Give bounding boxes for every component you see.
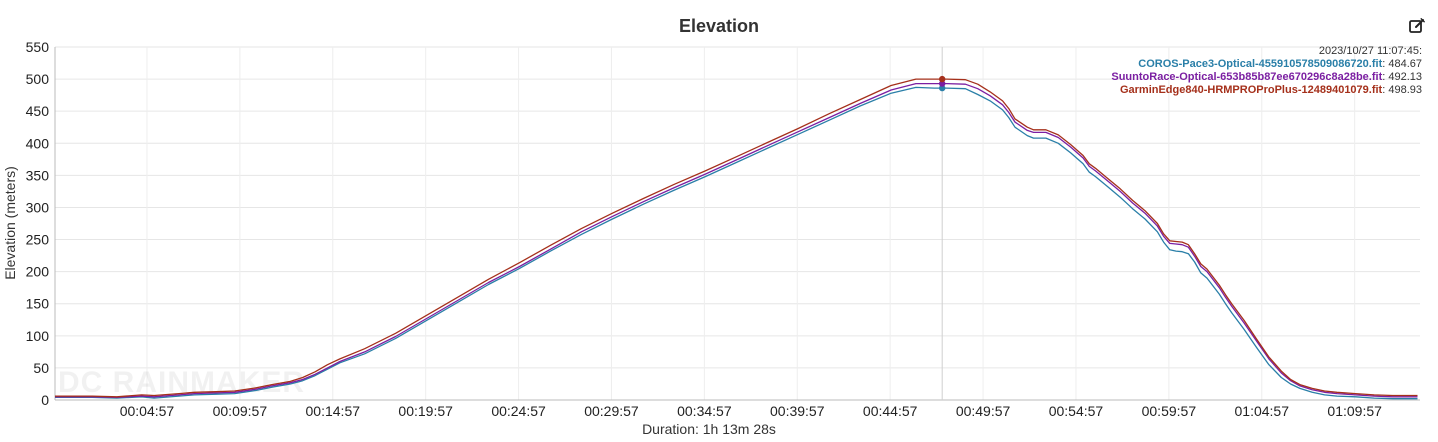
tooltip-series-row: COROS-Pace3-Optical-455910578509086720.f… bbox=[1111, 58, 1422, 71]
x-tick-label: 00:54:57 bbox=[1049, 403, 1104, 419]
tooltip-series-value: : 498.93 bbox=[1382, 84, 1422, 96]
x-tick-label: 01:09:57 bbox=[1327, 403, 1382, 419]
chart-title: Elevation bbox=[678, 16, 760, 36]
hover-point-1 bbox=[938, 80, 946, 87]
x-tick-label: 00:14:57 bbox=[306, 403, 361, 419]
x-tick-label: 00:29:57 bbox=[584, 403, 639, 419]
x-tick-label: 00:59:57 bbox=[1142, 403, 1197, 419]
series-layer bbox=[55, 78, 1418, 400]
y-tick-label: 300 bbox=[26, 199, 50, 215]
y-tick-label: 500 bbox=[26, 71, 50, 87]
y-tick-label: 100 bbox=[26, 328, 50, 344]
y-tick-label: 0 bbox=[41, 392, 49, 408]
x-tick-label: 00:19:57 bbox=[398, 403, 453, 419]
x-tick-label: 00:09:57 bbox=[213, 403, 268, 419]
hover-point-2 bbox=[938, 75, 946, 83]
tooltip-series-row: SuuntoRace-Optical-653b85b87ee670296c8a2… bbox=[1111, 71, 1422, 84]
hover-tooltip: 2023/10/27 11:07:45: COROS-Pace3-Optical… bbox=[1111, 45, 1422, 97]
x-tick-label: 00:44:57 bbox=[863, 403, 918, 419]
marker-layer bbox=[938, 47, 946, 400]
y-tick-label: 150 bbox=[26, 296, 50, 312]
y-tick-label: 250 bbox=[26, 232, 50, 248]
y-tick-label: 200 bbox=[26, 264, 50, 280]
y-tick-label: 550 bbox=[26, 39, 50, 55]
y-axis-label: Elevation (meters) bbox=[2, 166, 18, 280]
y-tick-label: 350 bbox=[26, 167, 50, 183]
x-tick-label: 00:04:57 bbox=[120, 403, 175, 419]
grid-layer bbox=[55, 46, 1420, 401]
tooltip-series-value: : 484.67 bbox=[1382, 58, 1422, 70]
tooltip-series-name: SuuntoRace-Optical-653b85b87ee670296c8a2… bbox=[1111, 71, 1383, 83]
x-tick-label: 00:39:57 bbox=[770, 403, 825, 419]
y-tick-label: 50 bbox=[33, 360, 49, 376]
hover-point-0 bbox=[938, 84, 946, 92]
series-line-0 bbox=[55, 86, 1418, 400]
x-tick-label: 00:24:57 bbox=[491, 403, 546, 419]
x-tick-label: 00:34:57 bbox=[677, 403, 732, 419]
x-tick-label: 01:04:57 bbox=[1235, 403, 1290, 419]
tooltip-series-value: : 492.13 bbox=[1382, 71, 1422, 83]
tooltip-series-name: GarminEdge840-HRMPROProPlus-12489401079.… bbox=[1119, 84, 1383, 96]
tooltip-timestamp: 2023/10/27 11:07:45: bbox=[1318, 45, 1422, 57]
edit-icon[interactable] bbox=[1408, 17, 1426, 35]
tooltip-series-row: GarminEdge840-HRMPROProPlus-12489401079.… bbox=[1111, 84, 1422, 97]
x-axis-label: Duration: 1h 13m 28s bbox=[642, 421, 776, 437]
tooltip-series-name: COROS-Pace3-Optical-455910578509086720.f… bbox=[1138, 58, 1383, 70]
series-line-1 bbox=[55, 82, 1418, 399]
y-tick-label: 400 bbox=[26, 135, 50, 151]
series-line-2 bbox=[55, 78, 1418, 398]
x-tick-label: 00:49:57 bbox=[956, 403, 1011, 419]
y-tick-label: 450 bbox=[26, 103, 50, 119]
axis-layer: 0 50 100 150 200 250 300 350 400 450 500 550 00:04:5… bbox=[26, 39, 1420, 419]
